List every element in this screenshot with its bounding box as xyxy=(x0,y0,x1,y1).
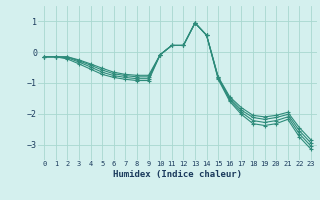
X-axis label: Humidex (Indice chaleur): Humidex (Indice chaleur) xyxy=(113,170,242,179)
